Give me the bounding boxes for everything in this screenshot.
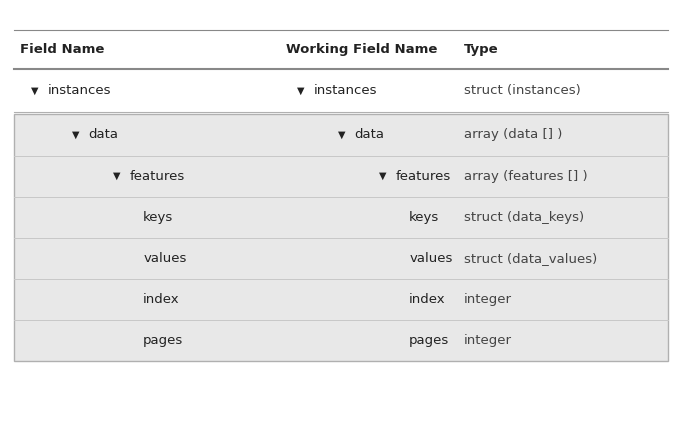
- Text: pages: pages: [409, 334, 449, 347]
- Text: Working Field Name: Working Field Name: [286, 43, 438, 56]
- Text: integer: integer: [464, 334, 512, 347]
- Text: ▼: ▼: [338, 130, 345, 140]
- Text: ▼: ▼: [379, 171, 386, 181]
- Text: features: features: [396, 169, 451, 183]
- Text: features: features: [130, 169, 185, 183]
- Text: Field Name: Field Name: [20, 43, 105, 56]
- Text: data: data: [89, 128, 119, 142]
- Text: ▼: ▼: [31, 86, 38, 96]
- Text: instances: instances: [314, 84, 377, 97]
- Text: struct (instances): struct (instances): [464, 84, 580, 97]
- Text: index: index: [143, 292, 180, 306]
- Bar: [14, 114, 668, 361]
- Text: keys: keys: [143, 210, 173, 224]
- Text: data: data: [355, 128, 385, 142]
- Text: keys: keys: [409, 210, 439, 224]
- Text: index: index: [409, 292, 446, 306]
- Text: instances: instances: [48, 84, 111, 97]
- Text: Type: Type: [464, 43, 499, 56]
- Text: struct (data_values): struct (data_values): [464, 251, 597, 265]
- Text: struct (data_keys): struct (data_keys): [464, 210, 584, 224]
- Text: ▼: ▼: [72, 130, 79, 140]
- Text: values: values: [409, 251, 453, 265]
- Text: ▼: ▼: [113, 171, 120, 181]
- Text: array (data [] ): array (data [] ): [464, 128, 562, 142]
- Text: values: values: [143, 251, 187, 265]
- Text: ▼: ▼: [297, 86, 304, 96]
- Text: integer: integer: [464, 292, 512, 306]
- Text: array (features [] ): array (features [] ): [464, 169, 587, 183]
- Text: pages: pages: [143, 334, 183, 347]
